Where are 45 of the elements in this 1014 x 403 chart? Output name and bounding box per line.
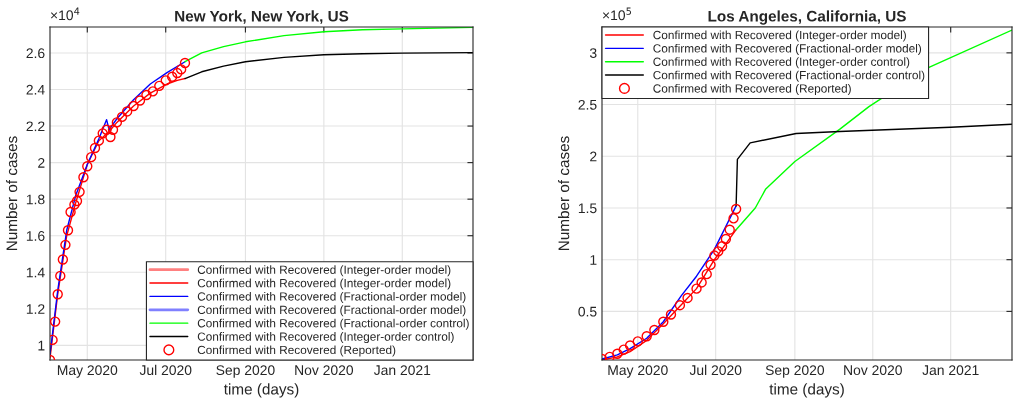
legend-label: Confirmed with Recovered (Integer-order model) <box>653 30 906 42</box>
y-axis-title: Number of cases <box>6 136 18 250</box>
legend-label: Confirmed with Recovered (Fractional-order control) <box>197 318 469 330</box>
y-tick-label: 2.6 <box>26 48 45 59</box>
legend-label: Confirmed with Recovered (Fractional-order control) <box>653 70 925 82</box>
legend-label: Confirmed with Recovered (Integer-order model) <box>197 265 451 277</box>
x-tick-label: Nov 2020 <box>295 365 354 376</box>
legend-label: Confirmed with Recovered (Integer-order control) <box>653 57 910 69</box>
x-axis-title: time (days) <box>223 383 299 398</box>
x-tick-label: Sep 2020 <box>765 365 825 378</box>
legend-label: Confirmed with Recovered (Reported) <box>653 84 851 96</box>
y-tick-label: 2.4 <box>26 84 45 95</box>
y-tick-label: 2.5 <box>578 99 597 110</box>
y-tick-label: 1.2 <box>26 304 45 314</box>
text: ×10$^{4}$ <box>50 7 80 21</box>
y-tick-label: 1.4 <box>26 267 45 278</box>
y-tick-label: 1 <box>38 340 45 351</box>
legend-label: Confirmed with Recovered (Reported) <box>197 345 396 357</box>
x-tick-label: Jul 2020 <box>689 364 742 376</box>
chart-title: New York, New York, US <box>175 10 349 24</box>
legend-label: Confirmed with Recovered (Fractional-order model) <box>197 291 466 303</box>
chart-title: Los Angeles, California, US <box>708 10 906 25</box>
x-tick-label: Jan 2021 <box>922 365 979 376</box>
x-tick-label: May 2020 <box>608 365 668 378</box>
x-tick-label: May 2020 <box>57 365 118 378</box>
y-axis-title: Number of cases <box>558 136 570 250</box>
legend-label: Confirmed with Recovered (Fractional-order model) <box>653 43 922 55</box>
y-tick-label: 2 <box>38 157 45 168</box>
y-tick-label: 1.8 <box>26 194 45 205</box>
text: ×10$^{5}$ <box>602 7 632 21</box>
y-tick-label: 1 <box>590 255 597 265</box>
legend-label: Confirmed with Recovered (Integer-order control) <box>197 332 454 344</box>
x-axis-title: time (days) <box>769 383 844 398</box>
legend-label: Confirmed with Recovered (Fractional-order model) <box>197 305 466 317</box>
y-tick-label: 1.6 <box>26 231 45 241</box>
y-tick-label: 2 <box>590 151 597 162</box>
y-tick-label: 2.2 <box>26 121 45 132</box>
y-tick-label: 3 <box>589 48 597 59</box>
x-tick-label: Jul 2020 <box>139 364 192 376</box>
x-tick-label: Sep 2020 <box>216 365 275 378</box>
y-tick-label: 1.5 <box>578 203 597 214</box>
x-tick-label: Jan 2021 <box>373 365 431 376</box>
y-tick-label: 0.5 <box>578 306 597 317</box>
legend-label: Confirmed with Recovered (Integer-order model) <box>197 278 451 290</box>
x-tick-label: Nov 2020 <box>844 365 902 376</box>
